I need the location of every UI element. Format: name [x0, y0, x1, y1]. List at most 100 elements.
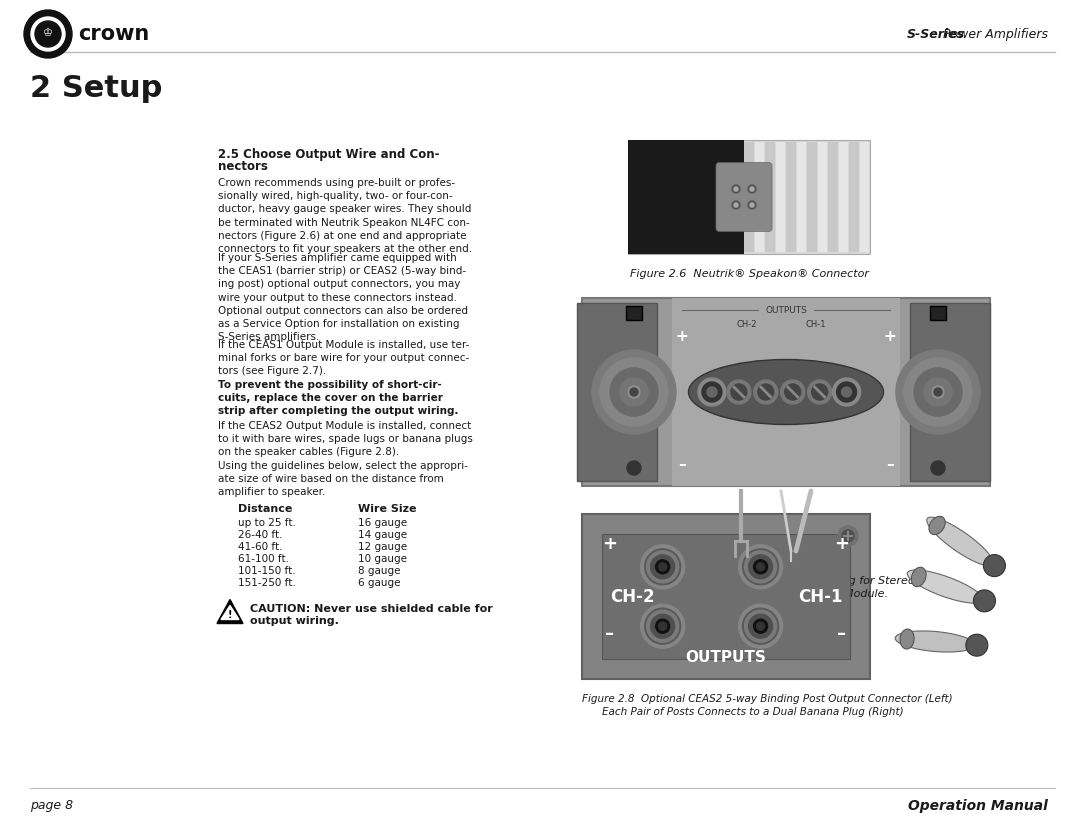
Circle shape	[841, 387, 851, 397]
FancyBboxPatch shape	[849, 142, 859, 252]
Circle shape	[842, 530, 854, 542]
Text: CH-1: CH-1	[798, 587, 842, 605]
Circle shape	[838, 526, 858, 546]
Text: –: –	[606, 625, 615, 643]
Text: page 8: page 8	[30, 800, 73, 812]
Text: Each Pair of Posts Connects to a Dual Banana Plug (Right): Each Pair of Posts Connects to a Dual Ba…	[602, 707, 904, 717]
Circle shape	[781, 380, 805, 404]
Circle shape	[645, 549, 680, 585]
Text: If the CEAS2 Output Module is installed, connect
to it with bare wires, spade lu: If the CEAS2 Output Module is installed,…	[218, 420, 473, 457]
Text: 10 gauge: 10 gauge	[357, 554, 407, 564]
Circle shape	[620, 378, 648, 406]
Circle shape	[754, 619, 768, 633]
Text: 2 Setup: 2 Setup	[30, 74, 162, 103]
Text: up to 25 ft.: up to 25 ft.	[238, 518, 296, 527]
FancyBboxPatch shape	[602, 534, 850, 659]
Text: +: +	[603, 535, 618, 553]
Text: !: !	[228, 610, 232, 620]
FancyBboxPatch shape	[582, 514, 870, 679]
Circle shape	[645, 608, 680, 644]
Ellipse shape	[907, 570, 983, 603]
Circle shape	[984, 555, 1005, 576]
Text: 14 gauge: 14 gauge	[357, 530, 407, 540]
Circle shape	[707, 387, 717, 397]
Circle shape	[744, 550, 777, 583]
Polygon shape	[221, 605, 239, 620]
Text: 26-40 ft.: 26-40 ft.	[238, 530, 283, 540]
Text: Using the guidelines below, select the appropri-
ate size of wire based on the d: Using the guidelines below, select the a…	[218, 461, 468, 497]
Text: CH-2: CH-2	[610, 587, 654, 605]
Circle shape	[739, 545, 783, 589]
Text: If the CEAS1 Output Module is installed, use ter-
minal forks or bare wire for y: If the CEAS1 Output Module is installed,…	[218, 339, 470, 376]
Text: S-Series: S-Series	[907, 28, 966, 41]
Text: 8 gauge: 8 gauge	[357, 565, 401, 575]
Text: Operation Manual: Operation Manual	[908, 799, 1048, 813]
Text: Figure 2.7 Output Connector Wiring for Stereo: Figure 2.7 Output Connector Wiring for S…	[658, 576, 915, 586]
FancyBboxPatch shape	[797, 142, 806, 252]
Text: OUTPUTS: OUTPUTS	[765, 306, 807, 315]
Circle shape	[754, 380, 778, 404]
Circle shape	[650, 614, 675, 638]
Circle shape	[757, 563, 765, 570]
Circle shape	[744, 610, 777, 642]
Ellipse shape	[912, 567, 927, 586]
Ellipse shape	[929, 516, 945, 535]
Ellipse shape	[900, 629, 914, 649]
Circle shape	[656, 560, 670, 574]
Text: –: –	[837, 625, 847, 643]
Text: Wire Size: Wire Size	[357, 504, 417, 514]
FancyBboxPatch shape	[672, 298, 900, 486]
FancyBboxPatch shape	[582, 298, 990, 486]
Circle shape	[702, 382, 721, 402]
Circle shape	[650, 555, 675, 579]
Text: To prevent the possibility of short-cir-
cuits, replace the cover on the barrier: To prevent the possibility of short-cir-…	[218, 380, 459, 416]
Circle shape	[627, 461, 642, 475]
Circle shape	[640, 545, 685, 589]
Circle shape	[734, 187, 738, 191]
Circle shape	[748, 185, 756, 193]
Circle shape	[932, 386, 944, 398]
Circle shape	[698, 378, 726, 406]
Circle shape	[627, 386, 640, 398]
FancyBboxPatch shape	[860, 142, 869, 252]
FancyBboxPatch shape	[828, 142, 837, 252]
Text: with Optional CEAS1 Output Module.: with Optional CEAS1 Output Module.	[684, 589, 888, 599]
FancyBboxPatch shape	[626, 306, 642, 320]
Circle shape	[592, 350, 676, 434]
Text: 61-100 ft.: 61-100 ft.	[238, 554, 289, 564]
Circle shape	[600, 358, 669, 426]
Circle shape	[731, 384, 747, 400]
Circle shape	[750, 203, 754, 207]
Polygon shape	[217, 600, 243, 624]
Circle shape	[837, 382, 856, 402]
Circle shape	[896, 350, 980, 434]
Circle shape	[748, 555, 772, 579]
FancyBboxPatch shape	[627, 140, 870, 254]
Circle shape	[748, 201, 756, 209]
Ellipse shape	[927, 517, 994, 565]
FancyBboxPatch shape	[930, 306, 946, 320]
Circle shape	[904, 358, 972, 426]
Text: If your S-Series amplifier came equipped with
the CEAS1 (barrier strip) or CEAS2: If your S-Series amplifier came equipped…	[218, 253, 468, 342]
Circle shape	[734, 203, 738, 207]
Text: Crown recommends using pre-built or profes-
sionally wired, high-quality, two- o: Crown recommends using pre-built or prof…	[218, 178, 472, 254]
Text: 151-250 ft.: 151-250 ft.	[238, 577, 296, 587]
Text: crown: crown	[78, 24, 149, 44]
Circle shape	[732, 185, 740, 193]
Text: –: –	[886, 456, 894, 471]
Text: 16 gauge: 16 gauge	[357, 518, 407, 527]
Text: +: +	[883, 329, 896, 344]
Circle shape	[785, 384, 800, 400]
Circle shape	[931, 461, 945, 475]
FancyBboxPatch shape	[744, 142, 754, 252]
Text: Distance: Distance	[238, 504, 293, 514]
Text: –: –	[678, 456, 686, 471]
Circle shape	[754, 560, 768, 574]
Circle shape	[750, 187, 754, 191]
Circle shape	[732, 201, 740, 209]
Circle shape	[630, 388, 638, 396]
FancyBboxPatch shape	[786, 142, 796, 252]
Circle shape	[934, 388, 942, 396]
Text: nectors: nectors	[218, 160, 268, 173]
Circle shape	[647, 610, 678, 642]
